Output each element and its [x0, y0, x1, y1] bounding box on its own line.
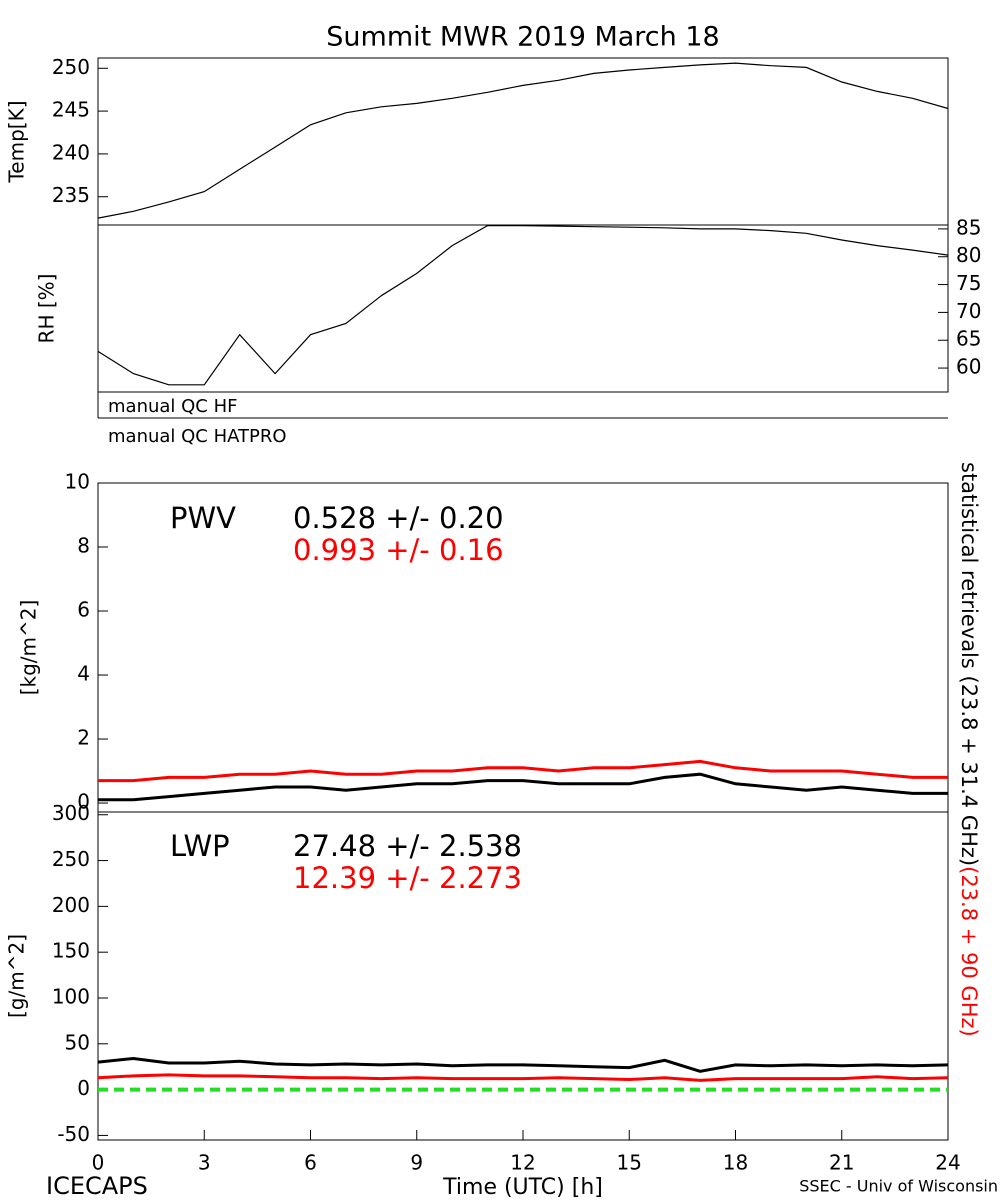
y-tick-label: 300	[52, 801, 90, 825]
qc-label: manual QC HF	[108, 396, 237, 417]
side-label: statistical retrievals (23.8 + 31.4 GHz)…	[957, 462, 981, 1037]
y-tick-label: 150	[52, 939, 90, 963]
series-line	[97, 1073, 949, 1082]
footer-right: SSEC - Univ of Wisconsin	[799, 1177, 998, 1196]
series-line	[98, 759, 948, 783]
side-label-part: (23.8 + 90 GHz)	[957, 866, 981, 1037]
y-tick-label: 245	[52, 98, 90, 122]
y-tick-label: 10	[65, 470, 90, 494]
y-tick-label: 0	[77, 790, 90, 814]
y-tick-label: 50	[65, 1030, 90, 1054]
x-tick-label: 21	[829, 1151, 854, 1175]
y-tick-label: 8	[77, 534, 90, 558]
y-tick-label: 70	[956, 299, 981, 323]
y-tick-label: 235	[52, 183, 90, 207]
x-tick-label: 12	[510, 1151, 535, 1175]
annotation: 12.39 +/- 2.273	[293, 861, 522, 895]
x-tick-label: 3	[198, 1151, 211, 1175]
y-tick-label: 250	[52, 55, 90, 79]
x-tick-label: 18	[723, 1151, 748, 1175]
x-tick-label: 24	[935, 1151, 960, 1175]
y-tick-label: 250	[52, 847, 90, 871]
y-tick-label: 6	[77, 598, 90, 622]
y-tick-label: 2	[77, 726, 90, 750]
x-tick-label: 6	[304, 1151, 317, 1175]
y-axis-label: [kg/m^2]	[17, 600, 41, 696]
y-tick-label: 4	[77, 662, 90, 686]
y-tick-label: 200	[52, 893, 90, 917]
series-line	[97, 62, 949, 219]
y-tick-label: 75	[956, 271, 981, 295]
y-axis-label: RH [%]	[35, 274, 59, 344]
y-tick-label: -50	[57, 1122, 90, 1146]
plot-frame	[97, 57, 949, 226]
y-axis-label: [g/m^2]	[5, 934, 29, 1018]
series-line	[98, 772, 948, 802]
qc-label: manual QC HATPRO	[108, 426, 287, 447]
y-tick-label: 0	[77, 1076, 90, 1100]
annotation: PWV	[170, 501, 236, 535]
y-tick-label: 80	[956, 243, 981, 267]
side-label-part: statistical retrievals (23.8 + 31.4 GHz)	[957, 462, 981, 866]
annotation: LWP	[170, 829, 230, 863]
y-tick-label: 60	[956, 355, 981, 379]
x-axis-label: Time (UTC) [h]	[442, 1175, 603, 1200]
y-tick-label: 240	[52, 140, 90, 164]
series-line	[97, 225, 949, 386]
x-tick-label: 9	[410, 1151, 423, 1175]
plot-frame	[97, 224, 949, 393]
y-axis-label: Temp[K]	[5, 100, 29, 183]
x-tick-label: 0	[92, 1151, 105, 1175]
x-tick-label: 15	[617, 1151, 642, 1175]
annotation: 0.528 +/- 0.20	[293, 501, 504, 535]
series-line	[97, 1056, 949, 1073]
annotation: 0.993 +/- 0.16	[293, 533, 504, 567]
y-tick-label: 65	[956, 327, 981, 351]
y-tick-label: 85	[956, 215, 981, 239]
y-tick-label: 100	[52, 984, 90, 1008]
chart-title: Summit MWR 2019 March 18	[326, 22, 719, 53]
footer-left: ICECAPS	[46, 1172, 148, 1200]
annotation: 27.48 +/- 2.538	[293, 829, 522, 863]
